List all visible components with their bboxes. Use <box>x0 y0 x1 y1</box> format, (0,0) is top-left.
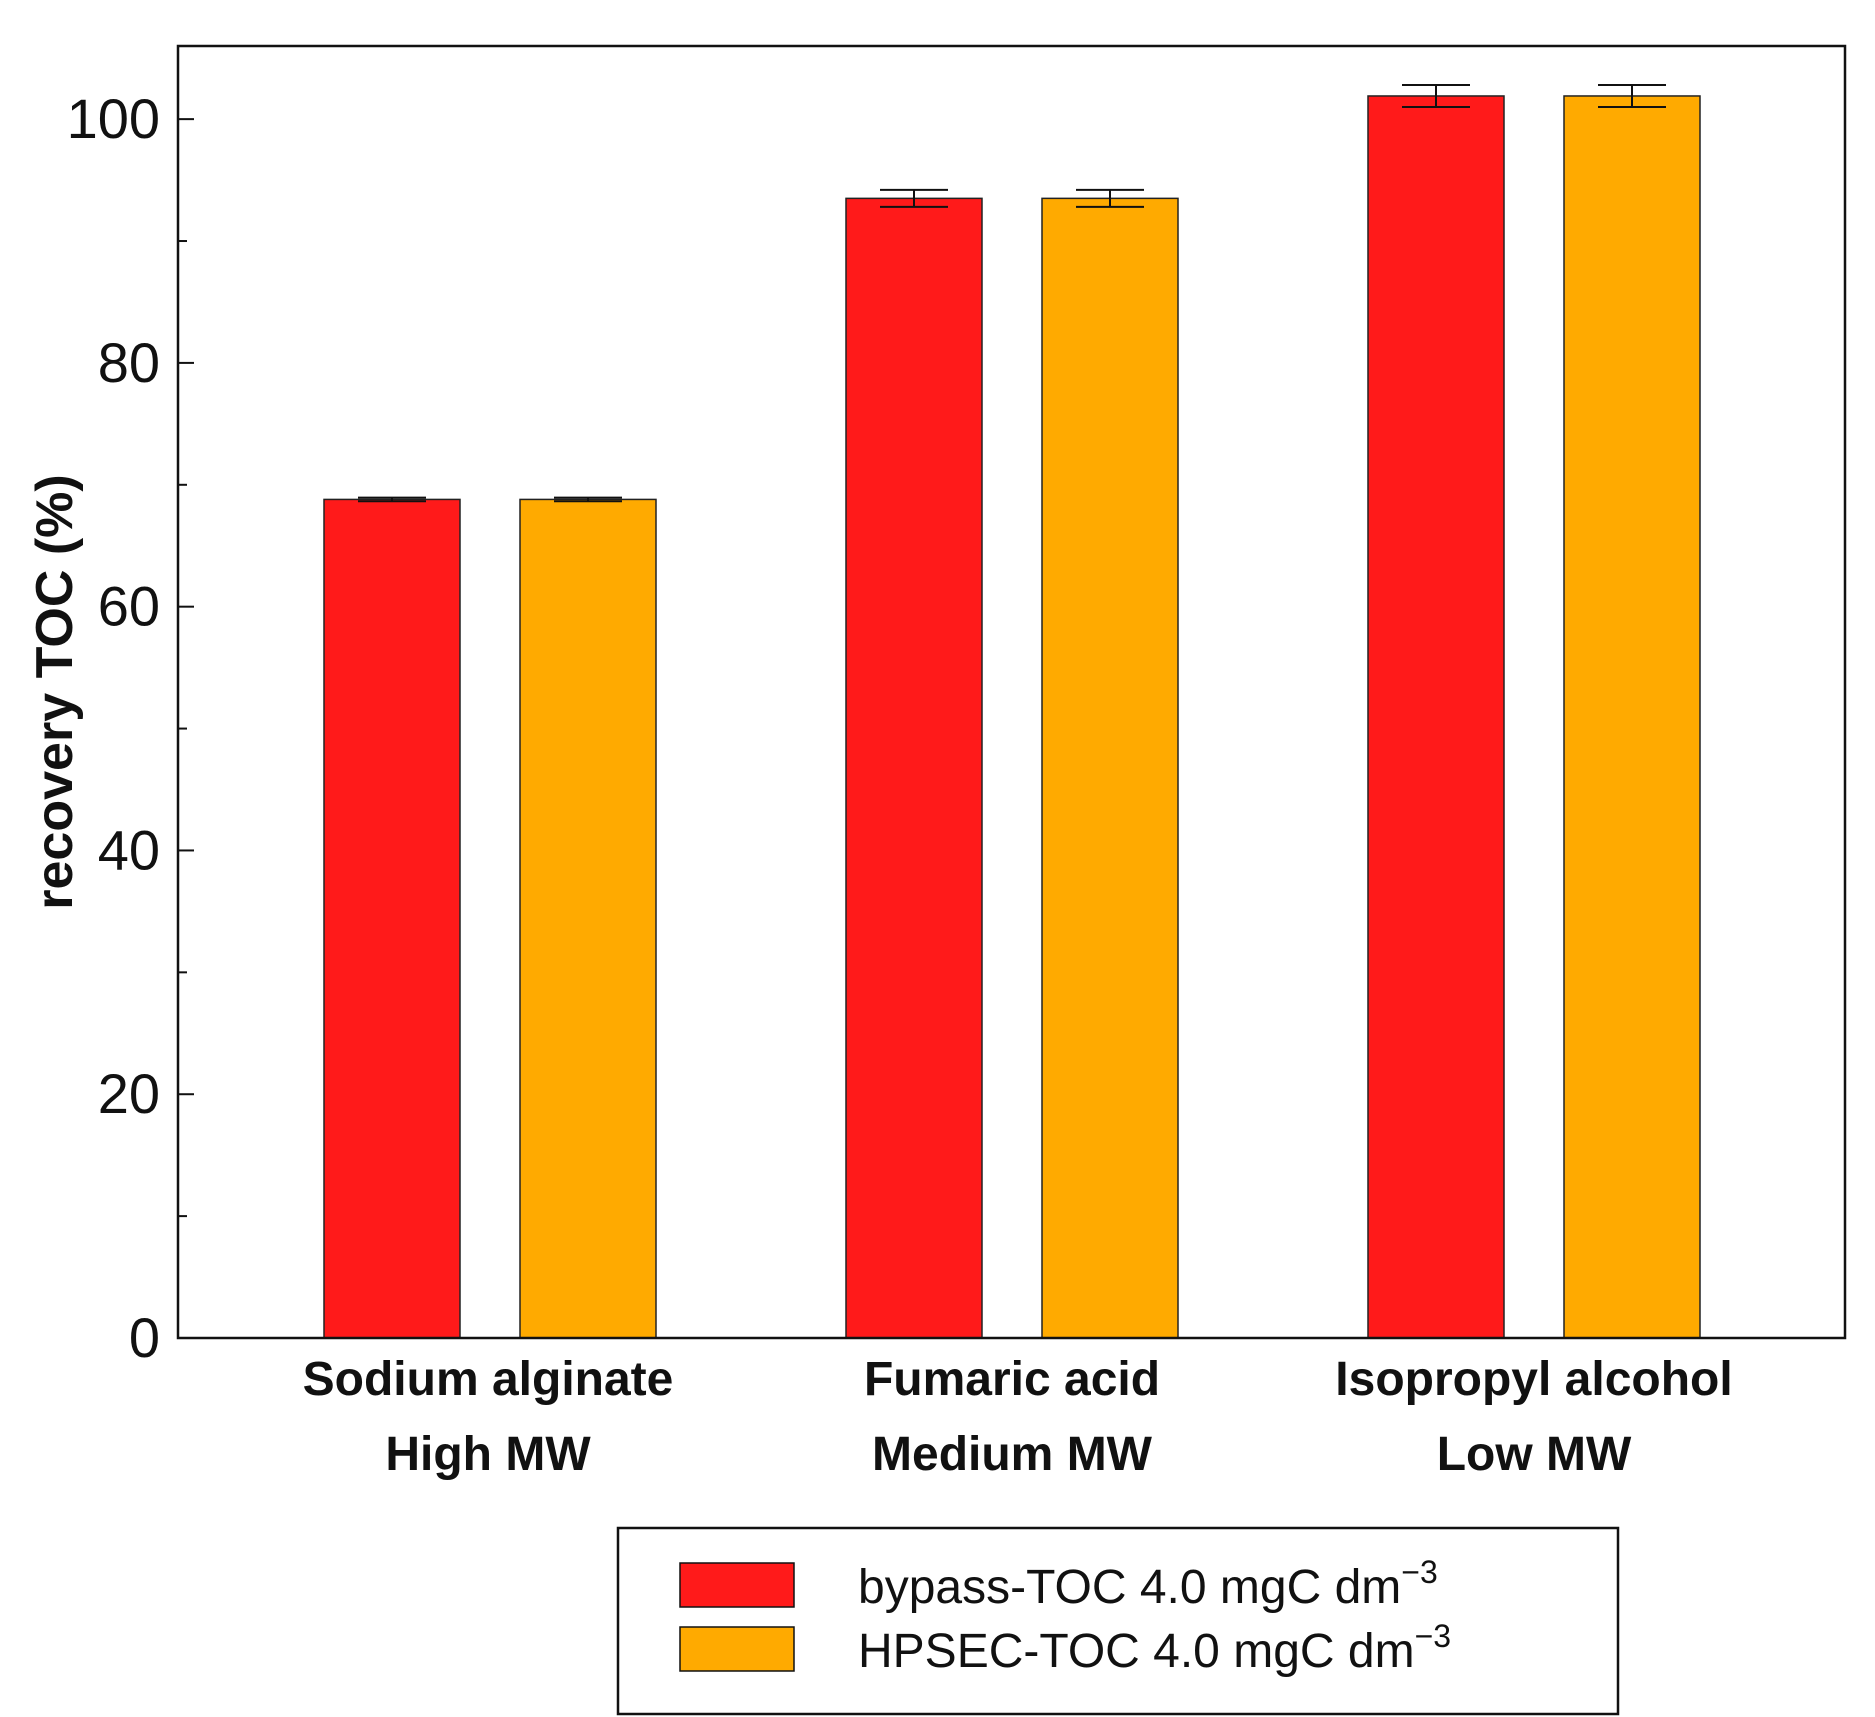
category-label-1-name: Fumaric acid <box>864 1353 1160 1406</box>
y-tick-label: 0 <box>129 1306 160 1369</box>
y-tick-label: 20 <box>98 1062 160 1125</box>
legend-swatch-bypass <box>679 1562 795 1608</box>
y-tick-label: 40 <box>98 818 160 881</box>
y-axis-ticks: 0 20 40 60 80 100 <box>67 87 194 1369</box>
y-tick-label: 100 <box>67 87 160 150</box>
legend: bypass-TOC 4.0 mgC dm−3 HPSEC-TOC 4.0 mg… <box>616 1526 1620 1716</box>
bars-layer <box>323 84 1701 1339</box>
error-bar-bypass-2 <box>1402 84 1470 108</box>
legend-label-bypass-text: bypass-TOC 4.0 mgC dm <box>858 1561 1401 1614</box>
legend-swatch-hpsec <box>679 1626 795 1672</box>
error-bar-hpsec-1 <box>1076 188 1144 208</box>
legend-label-hpsec: HPSEC-TOC 4.0 mgC dm−3 <box>858 1618 1451 1678</box>
category-label-2-name: Isopropyl alcohol <box>1335 1353 1732 1406</box>
category-label-0-name: Sodium alginate <box>303 1353 674 1406</box>
y-tick-label: 60 <box>98 575 160 638</box>
error-bar-hpsec-0 <box>554 496 622 503</box>
bar-hpsec-0 <box>519 498 657 1339</box>
bar-bypass-2 <box>1367 95 1505 1339</box>
legend-label-bypass-sup: −3 <box>1401 1554 1437 1590</box>
bar-hpsec-1 <box>1041 197 1179 1339</box>
legend-label-hpsec-text: HPSEC-TOC 4.0 mgC dm <box>858 1625 1415 1678</box>
category-label-1-mw: Medium MW <box>872 1428 1153 1481</box>
error-bar-hpsec-2 <box>1598 84 1666 108</box>
legend-label-hpsec-sup: −3 <box>1415 1618 1451 1654</box>
category-label-0-mw: High MW <box>385 1428 591 1481</box>
legend-label-bypass: bypass-TOC 4.0 mgC dm−3 <box>858 1554 1438 1614</box>
y-axis-title: recovery TOC (%) <box>26 474 84 909</box>
bar-hpsec-2 <box>1563 95 1701 1339</box>
plot-frame <box>176 44 1847 1340</box>
bar-bypass-1 <box>845 197 983 1339</box>
y-tick-label: 80 <box>98 331 160 394</box>
legend-box <box>616 1526 1620 1716</box>
category-label-2-mw: Low MW <box>1437 1428 1632 1481</box>
x-axis-categories: Sodium alginate High MW Fumaric acid Medium… <box>303 1353 1733 1481</box>
bar-bypass-0 <box>323 498 461 1339</box>
error-bar-bypass-0 <box>358 496 426 503</box>
error-bar-bypass-1 <box>880 188 948 208</box>
